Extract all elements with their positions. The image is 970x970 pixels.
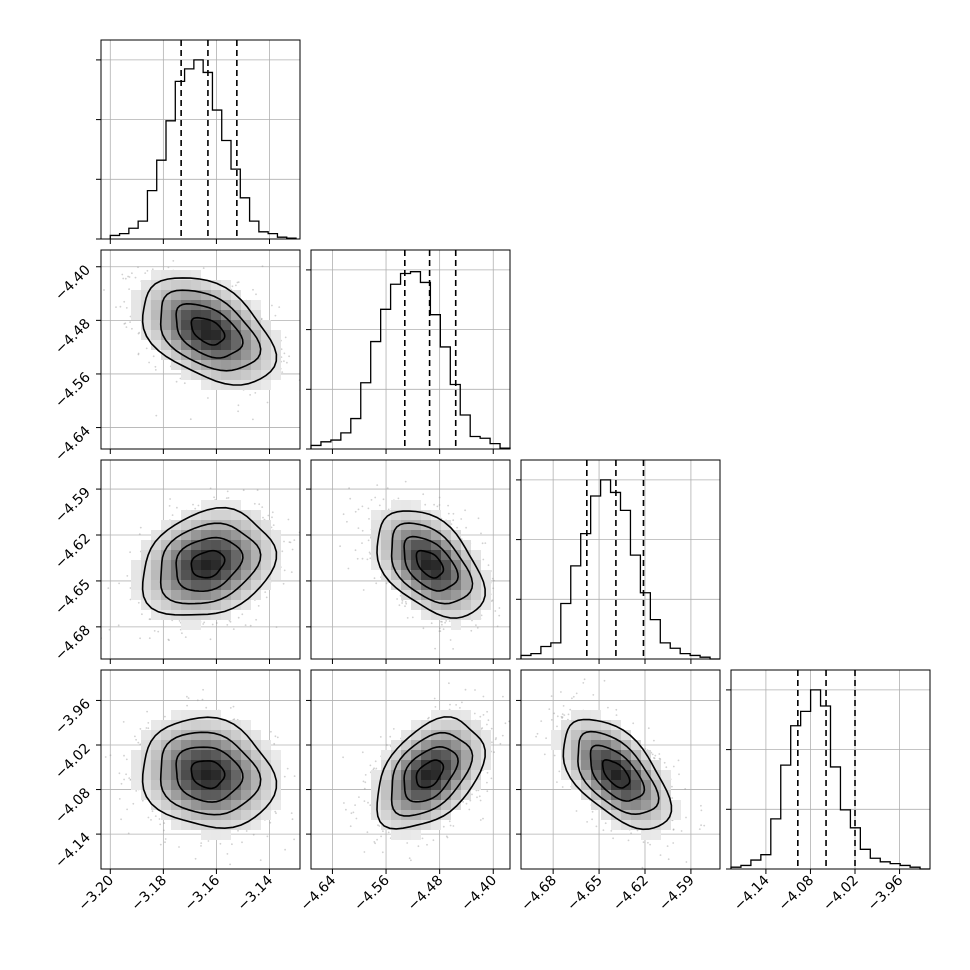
contour-level-2 xyxy=(577,730,660,816)
marginal-panel-1 xyxy=(306,249,511,450)
axes-frame xyxy=(520,669,721,870)
axes-frame xyxy=(100,249,301,450)
axes-frame xyxy=(310,669,511,870)
contour-level-2 xyxy=(390,522,474,605)
axes-frame xyxy=(310,459,511,660)
x-tick-label: −4.14 xyxy=(731,872,773,914)
contour-level-1 xyxy=(175,746,244,803)
x-tick-label: −4.02 xyxy=(820,873,862,915)
x-tick-label: −4.68 xyxy=(518,873,560,915)
contour-level-1 xyxy=(175,536,244,593)
y-tick-label: −4.56 xyxy=(52,369,94,411)
contour-level-0 xyxy=(601,758,631,789)
joint-panel-1-3 xyxy=(310,669,511,870)
y-tick-label: −4.68 xyxy=(52,622,94,664)
joint-panel-0-2 xyxy=(100,459,301,660)
contour-level-0 xyxy=(415,759,445,789)
y-tick-label: −4.64 xyxy=(52,423,94,465)
contour-level-1 xyxy=(403,535,459,592)
joint-panel-1-2 xyxy=(310,459,511,660)
x-tick-label: −3.14 xyxy=(235,872,277,914)
contour-level-0 xyxy=(190,316,226,346)
density-cells xyxy=(131,270,281,390)
x-tick-label: −4.48 xyxy=(405,873,447,915)
marginal-panel-2 xyxy=(516,459,721,660)
y-tick-label: −4.14 xyxy=(52,830,94,872)
contour-level-3 xyxy=(141,506,278,616)
density-cells xyxy=(551,710,681,840)
contour-level-0 xyxy=(190,760,226,790)
histogram-1 xyxy=(310,271,511,449)
x-tick-label: −3.18 xyxy=(129,873,171,915)
axes-frame xyxy=(100,669,301,870)
contour-level-3 xyxy=(141,716,278,830)
y-tick-label: −4.08 xyxy=(52,785,94,827)
x-tick-label: −4.62 xyxy=(610,873,652,915)
contour-level-2 xyxy=(159,522,262,605)
contour-level-3 xyxy=(376,510,486,619)
y-tick-label: −4.62 xyxy=(52,531,94,573)
joint-panel-0-3 xyxy=(100,669,301,870)
contour-level-1 xyxy=(589,744,646,802)
axes-frame xyxy=(520,459,721,660)
x-tick-label: −4.59 xyxy=(656,873,698,915)
contour-level-0 xyxy=(415,549,445,579)
axes-frame xyxy=(100,39,301,240)
histogram-3 xyxy=(730,689,930,870)
histogram-0 xyxy=(109,59,297,239)
histogram-2 xyxy=(520,479,720,660)
y-tick-label: −4.59 xyxy=(52,485,94,527)
axes-frame xyxy=(310,249,511,450)
x-tick-label: −4.40 xyxy=(458,873,500,915)
contour-level-2 xyxy=(390,731,474,817)
x-tick-label: −4.65 xyxy=(564,873,606,915)
joint-panel-0-1 xyxy=(100,249,301,450)
y-tick-label: −4.48 xyxy=(52,316,94,358)
contour-level-3 xyxy=(141,277,278,386)
contour-level-2 xyxy=(159,289,262,372)
density-cells xyxy=(131,710,281,840)
contour-level-1 xyxy=(175,302,244,359)
contour-level-2 xyxy=(159,731,262,816)
axes-frame xyxy=(100,459,301,660)
contour-level-1 xyxy=(403,745,459,803)
axes-frame xyxy=(730,669,931,870)
density-cells xyxy=(131,500,281,630)
y-tick-label: −3.96 xyxy=(52,696,94,738)
density-cells xyxy=(371,710,491,840)
contour-level-0 xyxy=(190,549,226,579)
x-tick-label: −3.16 xyxy=(182,872,224,914)
marginal-panel-0 xyxy=(96,39,301,240)
joint-panel-2-3 xyxy=(520,669,721,870)
y-tick-label: −4.02 xyxy=(52,741,94,783)
y-tick-label: −4.65 xyxy=(52,576,94,618)
y-tick-label: −4.40 xyxy=(52,262,94,304)
marginal-panel-3 xyxy=(726,669,931,870)
x-tick-label: −3.20 xyxy=(75,873,117,915)
contour-level-3 xyxy=(376,716,486,830)
x-tick-label: −4.64 xyxy=(298,872,340,914)
x-tick-label: −4.08 xyxy=(776,873,818,915)
contour-level-3 xyxy=(562,718,673,831)
x-tick-label: −4.56 xyxy=(351,872,393,914)
x-tick-label: −3.96 xyxy=(865,872,907,914)
